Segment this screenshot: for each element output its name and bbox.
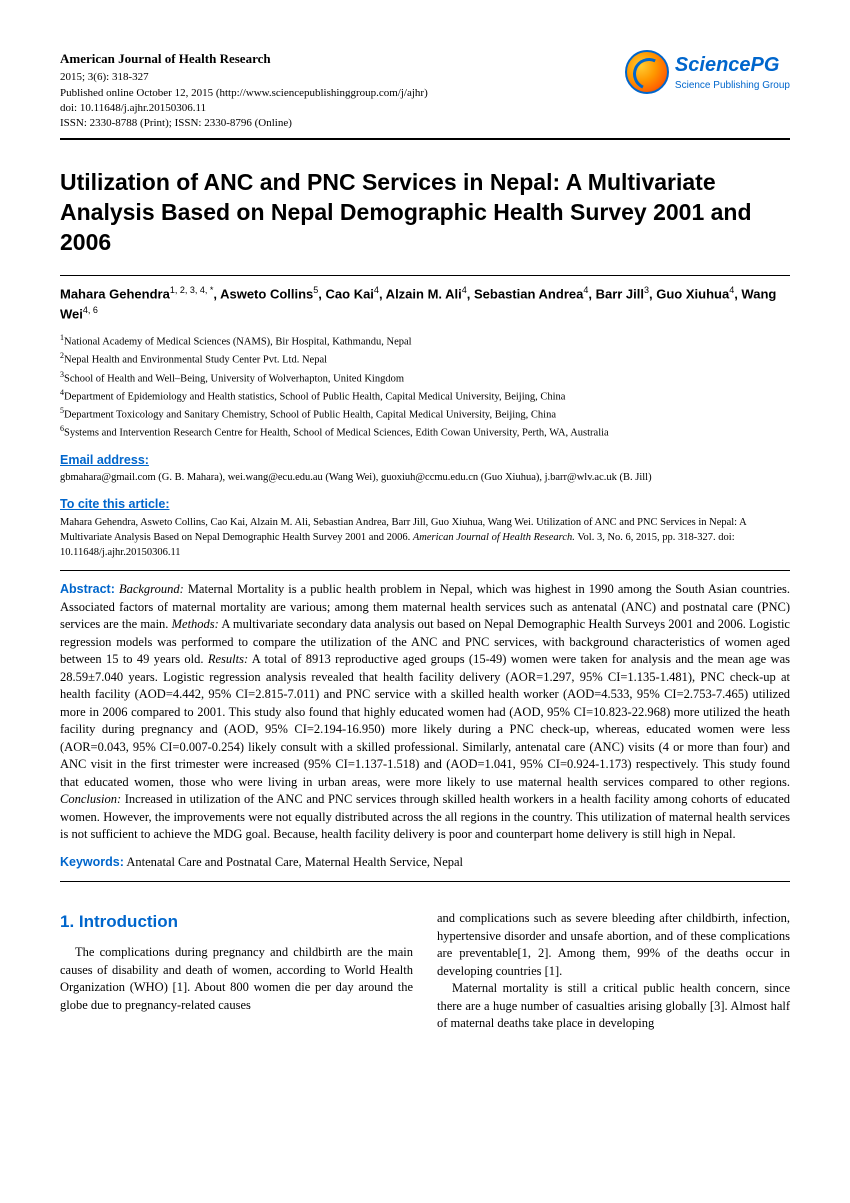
email-label: Email address: [60,452,790,469]
intro-paragraph-2: and complications such as severe bleedin… [437,910,790,980]
intro-heading: 1. Introduction [60,910,413,934]
abstract-block: Abstract: Background: Maternal Mortality… [60,570,790,882]
journal-doi: doi: 10.11648/j.ajhr.20150306.11 [60,101,428,116]
affiliation-item: 1National Academy of Medical Sciences (N… [60,332,790,350]
results-label: Results: [208,652,248,666]
journal-info: American Journal of Health Research 2015… [60,50,428,132]
cite-label: To cite this article: [60,496,790,513]
publisher-logo: SciencePG Science Publishing Group [625,50,790,94]
rule-top [60,275,790,276]
results-text: A total of 8913 reproductive aged groups… [60,652,790,789]
column-right: and complications such as severe bleedin… [437,910,790,1033]
abstract-label: Abstract: [60,582,115,596]
affiliation-item: 5Department Toxicology and Sanitary Chem… [60,405,790,423]
cite-line: Mahara Gehendra, Asweto Collins, Cao Kai… [60,515,790,561]
journal-published: Published online October 12, 2015 (http:… [60,86,428,101]
email-line: gbmahara@gmail.com (G. B. Mahara), wei.w… [60,470,790,485]
background-label: Background: [119,582,184,596]
journal-name: American Journal of Health Research [60,50,428,68]
intro-paragraph-1: The complications during pregnancy and c… [60,944,413,1014]
publisher-logo-icon [625,50,669,94]
column-left: 1. Introduction The complications during… [60,910,413,1033]
keywords-text: Antenatal Care and Postnatal Care, Mater… [124,855,463,869]
affiliation-item: 2Nepal Health and Environmental Study Ce… [60,350,790,368]
publisher-text: SciencePG Science Publishing Group [675,52,790,93]
affiliation-item: 6Systems and Intervention Research Centr… [60,423,790,441]
authors: Mahara Gehendra1, 2, 3, 4, *, Asweto Col… [60,284,790,324]
methods-label: Methods: [172,617,219,631]
journal-issue: 2015; 3(6): 318-327 [60,70,428,85]
conclusion-label: Conclusion: [60,792,121,806]
affiliations: 1National Academy of Medical Sciences (N… [60,332,790,442]
intro-paragraph-3: Maternal mortality is still a critical p… [437,980,790,1033]
body-columns: 1. Introduction The complications during… [60,910,790,1033]
article-title: Utilization of ANC and PNC Services in N… [60,168,790,258]
affiliation-item: 3School of Health and Well–Being, Univer… [60,369,790,387]
publisher-name: SciencePG [675,52,790,79]
conclusion-text: Increased in utilization of the ANC and … [60,792,790,841]
header-bar: American Journal of Health Research 2015… [60,50,790,140]
publisher-sub: Science Publishing Group [675,79,790,93]
keywords-label: Keywords: [60,855,124,869]
keywords-line: Keywords: Antenatal Care and Postnatal C… [60,854,790,872]
cite-italic: American Journal of Health Research. [413,532,575,543]
journal-issn: ISSN: 2330-8788 (Print); ISSN: 2330-8796… [60,116,428,131]
affiliation-item: 4Department of Epidemiology and Health s… [60,387,790,405]
